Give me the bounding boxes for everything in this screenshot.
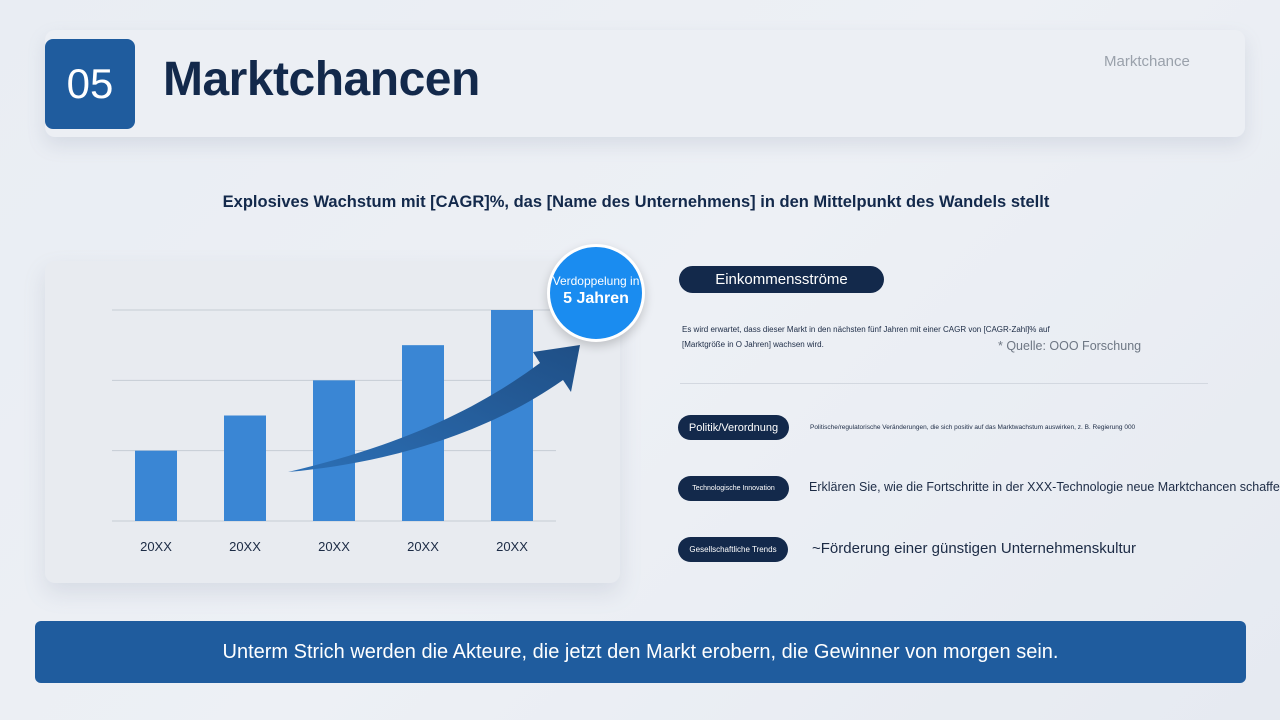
growth-badge: Verdoppelung in 5 Jahren [547, 244, 645, 342]
trends-pill: Gesellschaftliche Trends [678, 537, 788, 562]
x-tick-label-3: 20XX [407, 539, 439, 554]
footer-banner: Unterm Strich werden die Akteure, die je… [35, 621, 1246, 683]
badge-line-2: 5 Jahren [563, 290, 629, 307]
trends-description: ~Förderung einer günstigen Unternehmensk… [812, 540, 1136, 557]
x-tick-label-1: 20XX [229, 539, 261, 554]
innovation-pill: Technologische Innovation [678, 476, 789, 501]
x-tick-label-0: 20XX [140, 539, 172, 554]
subtitle: Explosives Wachstum mit [CAGR]%, das [Na… [222, 193, 1050, 211]
policy-description: Politische/regulatorische Veränderungen,… [810, 424, 1136, 431]
bar-2 [313, 380, 355, 521]
income-description: Es wird erwartet, dass dieser Markt in d… [682, 322, 1050, 352]
header-card [45, 30, 1245, 137]
section-number: 05 [45, 39, 135, 129]
innovation-description: Erklären Sie, wie die Fortschritte in de… [809, 480, 1280, 494]
x-tick-label-2: 20XX [318, 539, 350, 554]
income-streams-label: Einkommensströme [679, 266, 884, 293]
source-note: * Quelle: OOO Forschung [998, 339, 1142, 353]
bar-1 [224, 415, 266, 521]
income-description-line-2: [Marktgröße in O Jahren] wachsen wird. [682, 340, 824, 349]
page-title: Marktchancen [163, 53, 480, 106]
x-tick-label-4: 20XX [496, 539, 528, 554]
policy-pill: Politik/Verordnung [678, 415, 789, 440]
bar-0 [135, 450, 177, 521]
income-description-line-1: Es wird erwartet, dass dieser Markt in d… [682, 325, 1050, 334]
growth-arrow [288, 345, 580, 472]
badge-line-1: Verdoppelung in [552, 274, 640, 288]
section-tag: Marktchance [1104, 53, 1190, 70]
divider [680, 383, 1208, 384]
